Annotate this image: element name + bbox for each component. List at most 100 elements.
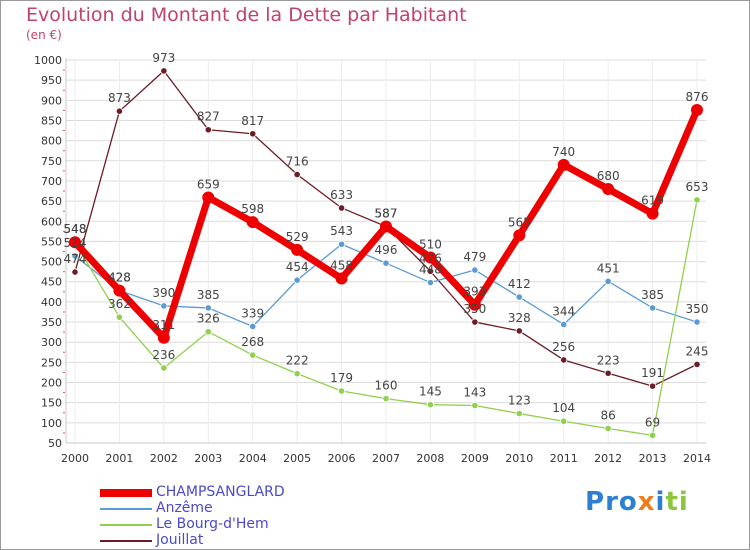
data-point [335,272,348,285]
data-point [693,360,701,368]
data-point [204,304,212,312]
legend-swatch [100,508,152,510]
data-label: 385 [197,288,220,302]
data-label: 339 [241,306,264,320]
data-point [426,267,435,275]
data-point [560,320,568,329]
logo-letter: i [678,487,689,517]
line-chart: 50 100 150 200 250 300 350 400 450 500 550 600 650 70… [34,51,711,465]
data-point [691,103,703,116]
data-point [604,369,612,377]
data-label: 145 [419,385,442,399]
data-point [648,382,657,390]
data-label: 476 [419,251,442,265]
data-label: 412 [508,277,531,291]
y-tick-label: 800 [41,135,62,148]
data-label: 350 [463,302,486,316]
y-tick-label: 300 [41,336,62,349]
x-tick-label: 2010 [505,452,533,465]
data-label: 619 [641,194,664,208]
data-label: 390 [152,286,175,300]
data-label: 311 [152,318,175,332]
data-label: 633 [330,188,353,202]
x-tick-label: 2014 [683,452,711,465]
x-tick-label: 2012 [594,452,622,465]
data-point [337,387,346,395]
logo-letter: x [637,487,656,517]
logo-letter: o [618,487,638,517]
data-point [337,240,346,248]
data-point [560,356,568,364]
data-point [426,278,435,287]
data-point [648,431,657,439]
axes: 50 100 150 200 250 300 350 400 450 500 550 600 650 70… [34,54,711,465]
data-point [382,259,390,267]
data-label: 827 [197,110,220,124]
data-point [293,170,301,179]
legend-swatch [100,540,152,542]
y-tick-label: 550 [41,235,62,248]
data-label: 385 [641,288,664,302]
y-tick-label: 450 [41,276,62,289]
data-label: 598 [241,202,264,216]
y-tick-label: 850 [41,114,62,127]
data-point [204,328,212,336]
data-label: 454 [286,260,309,274]
y-tick-label: 900 [41,94,62,107]
data-point [693,318,701,326]
data-point [160,364,168,372]
data-point [426,401,435,409]
data-point [249,351,257,359]
x-tick-label: 2004 [239,452,267,465]
data-label: 223 [597,353,620,367]
y-tick-label: 650 [41,195,62,208]
chart-title: Evolution du Montant de la Dette par Hab… [26,4,467,26]
y-tick-label: 50 [48,437,62,450]
data-point [515,293,523,301]
data-point [646,207,659,220]
data-label: 565 [508,215,531,229]
data-label: 428 [108,271,131,285]
data-label: 362 [108,297,131,311]
data-label: 256 [552,340,575,354]
data-label: 587 [375,207,398,221]
y-tick-label: 250 [41,356,62,369]
legend-label: Le Bourg-d'Hem [156,516,269,532]
data-label: 86 [601,408,616,422]
x-tick-label: 2007 [372,452,400,465]
data-point [115,107,124,115]
data-label: 876 [686,90,709,104]
logo-letter: t [665,487,679,517]
data-label: 548 [64,222,87,236]
data-label: 543 [330,224,353,238]
y-tick-label: 1000 [34,54,62,67]
data-point [515,409,523,418]
data-point [380,220,392,233]
data-point [604,277,612,285]
data-point [693,196,701,204]
x-tick-label: 2013 [639,452,667,465]
data-label: 659 [197,177,220,191]
x-tick-label: 2009 [461,452,489,465]
logo-letter: r [605,487,619,517]
x-tick-label: 2000 [61,452,89,465]
data-label: 451 [597,261,620,275]
data-point [471,318,479,326]
y-tick-label: 350 [41,316,62,329]
data-label: 245 [686,344,709,358]
x-tick-label: 2011 [550,452,578,465]
data-point [604,424,612,433]
data-point [69,236,81,249]
data-point [471,401,479,410]
x-tick-label: 2002 [150,452,178,465]
data-point [71,252,79,260]
data-label: 236 [152,348,175,362]
data-label: 740 [552,145,575,159]
x-tick-label: 2006 [328,452,356,465]
data-point [115,313,124,321]
data-label: 510 [419,238,442,252]
data-label: 873 [108,91,131,105]
data-label: 104 [552,401,575,415]
data-label: 514 [64,236,87,250]
data-point [557,158,570,171]
